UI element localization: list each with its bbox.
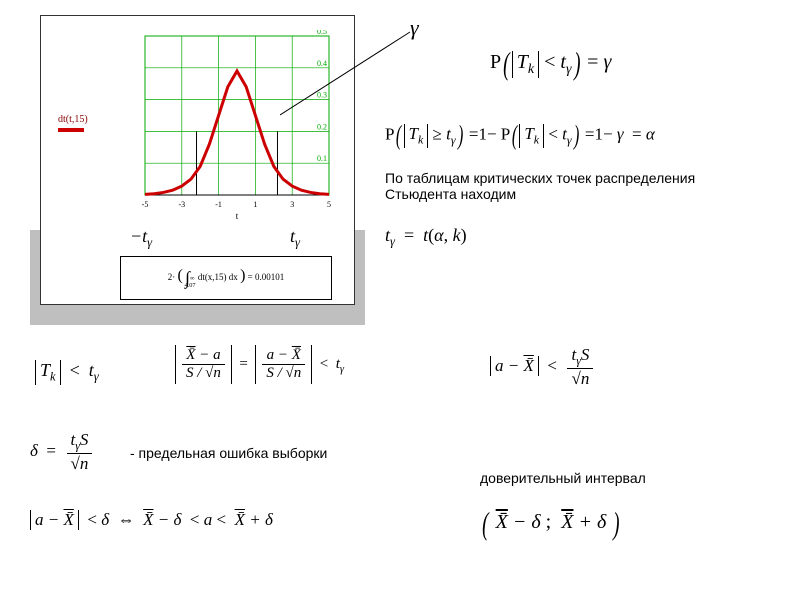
svg-text:-3: -3 [178, 200, 185, 209]
gamma-pointer-line [280, 30, 415, 120]
eq-delta-inequality: a − X̄ < δ ⇔ X̄ − δ < a < X̄ + δ [30, 510, 273, 530]
legend-label: dt(t,15) [58, 114, 88, 125]
svg-text:0.1: 0.1 [317, 154, 327, 163]
eq-fraction-equality: X̄ − a S / √n = a − X̄ S / √n < tγ [175, 345, 344, 384]
svg-text:-1: -1 [215, 200, 222, 209]
eq-prob-gamma: P(Tk < tγ) = γ [490, 45, 611, 82]
integral-formula-box: 2· ( ∫∞4.07 dt(x,15) dx ) = 0.00101 [120, 256, 332, 300]
legend-line [58, 128, 84, 132]
gamma-annotation: γ [410, 15, 419, 41]
svg-text:t: t [236, 211, 239, 221]
text-confidence-interval: доверительный интервал [480, 470, 646, 486]
svg-text:3: 3 [290, 200, 294, 209]
eq-prob-alpha: P(Tk ≥ tγ) =1− P(Tk < tγ) =1− γ = α [385, 120, 655, 151]
svg-text:-5: -5 [142, 200, 149, 209]
eq-tk-lt-tg: Tk < tγ [35, 360, 99, 385]
svg-text:0.2: 0.2 [317, 122, 327, 131]
eq-a-xbar-bound: a − X̄ < tγS √n [490, 345, 595, 389]
neg-t-gamma-label: −tγ [130, 226, 152, 251]
svg-text:1: 1 [253, 200, 257, 209]
text-marginal-error: - предельная ошибка выборки [130, 445, 327, 461]
eq-delta-definition: δ = tγS √n [30, 430, 94, 474]
pos-t-gamma-label: tγ [290, 226, 300, 251]
eq-confidence-interval: ( X̄ − δ ; X̄ + δ ) [480, 505, 622, 542]
text-student-tables: По таблицам критических точек распределе… [385, 170, 725, 202]
svg-text:5: 5 [327, 200, 331, 209]
eq-t-alpha-k: tγ = t(α, k) [385, 225, 467, 250]
